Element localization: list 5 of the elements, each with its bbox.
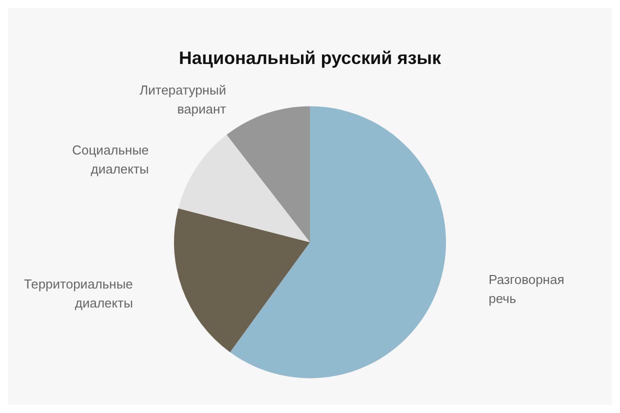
slice-label: Социальные диалекты	[72, 142, 149, 176]
chart-title: Национальный русский язык	[178, 48, 442, 68]
slice-label: Разговорная речь	[488, 272, 564, 306]
slice-label: Литературный вариант	[140, 82, 226, 116]
slice-label: Территориальные диалекты	[24, 276, 133, 310]
